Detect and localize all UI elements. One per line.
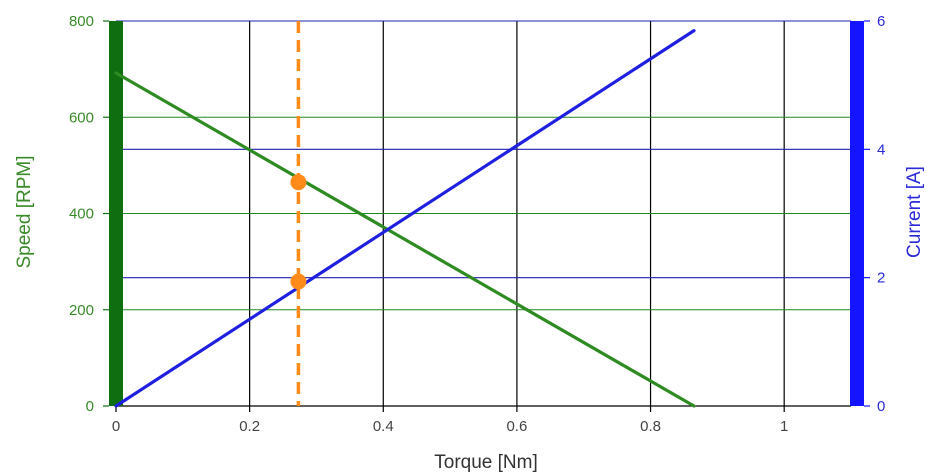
grid [115,20,851,406]
y-left-tick-label: 200 [69,302,94,319]
x-tick-label: 0.8 [640,418,661,435]
y-left-tick-label: 800 [69,13,94,30]
x-tick-label: 0.2 [239,418,260,435]
y-axis-left-title: Speed [RPM] [14,156,35,269]
y-right-tick-label: 4 [877,141,885,158]
tick-labels: 0 0.2 0.4 0.6 0.8 1 0 200 400 600 800 0 2 4 6 [69,13,885,435]
series-lines [114,29,696,408]
current-operating-point [290,273,307,290]
y-right-tick-label: 0 [877,398,885,415]
y-left-axis-bar [109,21,123,406]
x-tick-label: 0.4 [373,418,394,435]
marker-layer [290,21,307,406]
y-left-tick-label: 400 [69,206,94,223]
x-axis-title: Torque [Nm] [434,452,537,473]
y-left-tick-label: 600 [69,109,94,126]
y-right-tick-label: 6 [877,13,885,30]
y-axis-right-title: Current [A] [904,166,925,258]
y-right-axis-bar [850,21,864,406]
axes [103,20,870,412]
x-tick-label: 0.6 [506,418,527,435]
y-left-tick-label: 0 [86,398,94,415]
speed-series-line [114,71,696,408]
x-tick-label: 1 [780,418,788,435]
y-right-tick-label: 2 [877,270,885,287]
current-series-line [114,29,696,408]
x-tick-label: 0 [112,418,120,435]
speed-operating-point [290,174,307,191]
